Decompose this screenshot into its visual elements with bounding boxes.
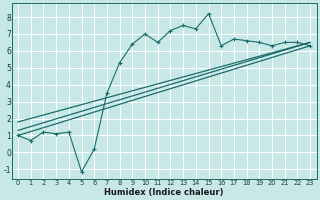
X-axis label: Humidex (Indice chaleur): Humidex (Indice chaleur) [104,188,224,197]
